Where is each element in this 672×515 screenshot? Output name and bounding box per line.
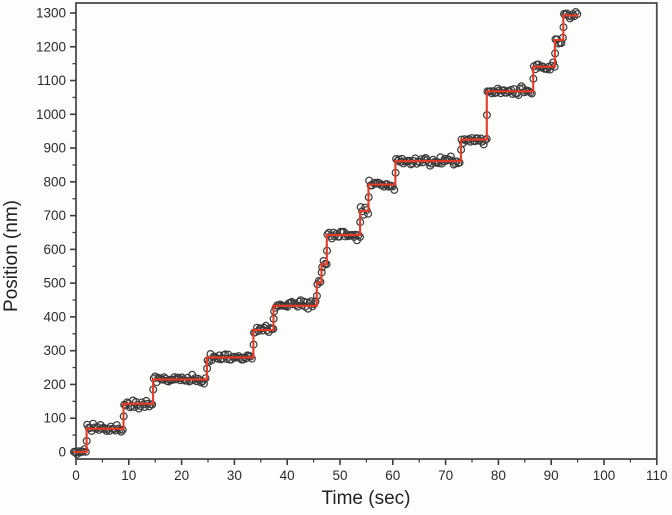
x-tick-label: 70 [438,468,453,483]
y-tick-label: 900 [43,141,66,156]
x-axis-title: Time (sec) [321,488,410,509]
data-point-marker [341,232,350,241]
plot-frame [75,2,658,460]
y-tick-label: 1100 [37,73,66,88]
x-tick-label: 110 [646,468,668,483]
y-tick-label: 600 [43,242,66,257]
x-axis-ticks: 0 10 20 30 40 50 60 70 80 90 100 110 [72,459,668,483]
data-point-marker [573,10,582,19]
y-axis-ticks: 0 100 200 300 400 500 600 700 800 900 1000 1100 1200… [36,6,76,460]
y-tick-label: 200 [43,377,66,392]
data-point-marker [201,374,210,383]
x-tick-label: 0 [72,468,80,483]
y-tick-label: 500 [43,276,66,291]
data-point-marker [527,89,536,98]
y-tick-label: 1200 [36,39,66,54]
x-tick-label: 50 [332,468,347,483]
x-tick-label: 40 [280,468,295,483]
y-tick-label: 1000 [36,107,66,122]
scatter-points [69,8,582,459]
y-tick-label: 400 [43,309,66,324]
step-fit-line [73,14,579,454]
data-point-marker [526,88,535,97]
y-tick-label: 0 [58,445,66,460]
data-point-marker [247,354,256,363]
x-tick-label: 90 [544,468,559,483]
y-tick-label: 300 [43,343,66,358]
data-point-marker [390,185,399,194]
y-axis-title: Position (nm) [1,200,22,312]
step-fit-path [73,14,579,454]
y-tick-label: 1300 [36,6,66,21]
y-tick-label: 700 [43,208,66,223]
y-tick-label: 100 [43,411,66,426]
x-tick-label: 10 [121,468,136,483]
x-tick-label: 80 [491,468,506,483]
x-tick-label: 60 [385,468,400,483]
x-tick-label: 20 [174,468,189,483]
data-point-marker [115,425,124,434]
data-point-marker [446,152,455,161]
y-tick-label: 800 [43,174,66,189]
data-point-marker [455,158,464,167]
x-tick-label: 30 [227,468,242,483]
axes-frame [75,2,658,460]
x-tick-label: 100 [593,468,616,483]
